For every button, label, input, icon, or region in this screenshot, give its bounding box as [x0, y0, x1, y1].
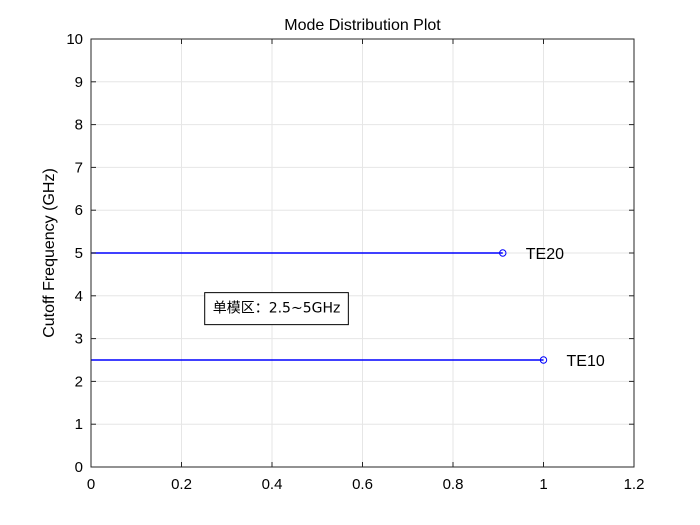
series-layer: TE10 TE20	[91, 246, 605, 370]
y-tick-label: 5	[75, 245, 83, 262]
series-label: TE10	[567, 353, 605, 370]
y-tick-label: 6	[75, 202, 83, 219]
y-tick-label: 3	[75, 331, 83, 348]
chart-title: Mode Distribution Plot	[284, 17, 441, 34]
x-tick-label: 0.8	[443, 476, 464, 493]
y-tick-label: 8	[75, 117, 83, 134]
x-tick-label: 1	[539, 476, 547, 493]
x-tick-label: 0.2	[171, 476, 192, 493]
annotation-box	[204, 292, 349, 326]
y-axis-label: Cutoff Frequency (GHz)	[41, 168, 58, 338]
x-tick-label: 0.4	[262, 476, 283, 493]
y-tick-label: 10	[66, 31, 83, 48]
series-label: TE20	[526, 246, 564, 263]
y-tick-label: 0	[75, 459, 83, 476]
y-tick-label: 7	[75, 159, 83, 176]
annotation-text: 单模区：2.5~5GHz	[213, 301, 341, 317]
x-tick-label: 0	[87, 476, 95, 493]
y-tick-label: 9	[75, 74, 83, 91]
annotation-layer: 单模区：2.5~5GHz	[204, 292, 349, 326]
x-tick-label: 0.6	[352, 476, 373, 493]
y-tick-label: 2	[75, 373, 83, 390]
series-te20: TE20	[91, 246, 564, 263]
x-axis-ticks: 0 0.2 0.4 0.6 0.8 1 1.2	[87, 39, 645, 493]
y-tick-label: 1	[75, 416, 83, 433]
y-tick-label: 4	[75, 288, 83, 305]
series-te10: TE10	[91, 353, 605, 370]
x-tick-label: 1.2	[624, 476, 645, 493]
series-marker	[539, 356, 548, 364]
series-marker	[499, 249, 507, 257]
y-axis-ticks: 0 1 2 3 4 5 6 7 8 9 10	[66, 31, 634, 476]
